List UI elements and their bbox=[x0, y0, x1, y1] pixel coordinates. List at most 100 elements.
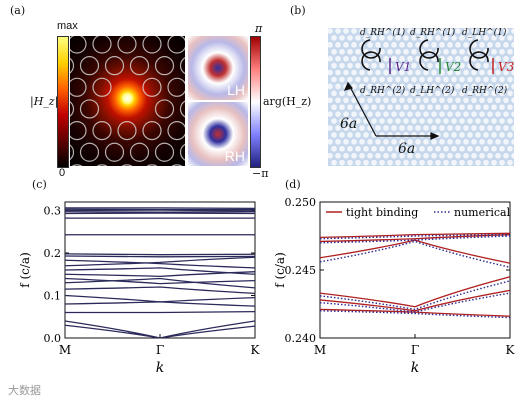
lattice-hole bbox=[403, 62, 409, 69]
dimension-label-1: 6a bbox=[340, 116, 358, 132]
lattice-hole bbox=[503, 28, 509, 34]
air-hole bbox=[79, 56, 100, 76]
x-axis-label: k bbox=[411, 360, 419, 376]
lattice-hole bbox=[359, 83, 365, 90]
lattice-hole bbox=[507, 145, 513, 152]
lattice-hole bbox=[367, 69, 373, 76]
lattice-hole bbox=[339, 90, 345, 97]
lattice-hole bbox=[379, 62, 385, 69]
lattice-hole bbox=[463, 97, 469, 104]
phase-axis-label: arg(H_z) bbox=[263, 95, 312, 108]
air-hole bbox=[71, 164, 83, 166]
lattice-hole bbox=[507, 76, 513, 83]
lattice-hole bbox=[507, 104, 513, 111]
lattice-hole bbox=[507, 48, 513, 55]
lattice-hole bbox=[363, 76, 369, 83]
lattice-hole bbox=[407, 111, 413, 117]
lattice-hole bbox=[375, 42, 381, 48]
lattice-hole bbox=[427, 62, 433, 69]
lattice-hole bbox=[447, 97, 453, 104]
lattice-hole bbox=[371, 132, 377, 138]
lattice-hole bbox=[415, 111, 421, 117]
lattice-hole bbox=[487, 83, 493, 90]
lattice-hole bbox=[503, 139, 509, 145]
lattice-hole bbox=[399, 125, 405, 131]
lattice-hole bbox=[455, 139, 461, 145]
lattice-hole bbox=[375, 111, 381, 117]
lattice-hole bbox=[375, 97, 381, 104]
lattice-hole bbox=[475, 76, 481, 83]
numerical-band bbox=[320, 310, 510, 319]
lattice-hole bbox=[363, 159, 369, 166]
lattice-hole bbox=[503, 42, 509, 48]
lattice-hole bbox=[447, 28, 453, 34]
lattice-hole bbox=[347, 159, 353, 166]
lattice-hole bbox=[495, 125, 501, 131]
lattice-hole bbox=[328, 125, 333, 131]
lattice-hole bbox=[355, 35, 361, 41]
lattice-hole bbox=[495, 111, 501, 117]
lattice-hole bbox=[511, 83, 514, 90]
lattice-hole bbox=[443, 76, 449, 83]
lattice-hole bbox=[407, 97, 413, 104]
lattice-hole bbox=[347, 118, 353, 124]
lattice-hole bbox=[507, 132, 513, 138]
lattice-hole bbox=[451, 35, 457, 41]
lattice-hole bbox=[379, 118, 385, 124]
lattice-hole bbox=[431, 42, 437, 48]
lattice-hole bbox=[467, 35, 473, 41]
lattice-hole bbox=[331, 48, 337, 55]
lattice-hole bbox=[335, 139, 341, 145]
lattice-hole bbox=[363, 145, 369, 152]
band-line bbox=[65, 253, 255, 256]
lattice-hole bbox=[363, 104, 369, 111]
air-hole bbox=[179, 143, 185, 161]
lattice-hole bbox=[495, 42, 501, 48]
lattice-hole bbox=[455, 111, 461, 117]
air-hole bbox=[142, 36, 162, 54]
lattice-hole bbox=[379, 35, 385, 41]
lattice-hole bbox=[475, 35, 481, 41]
air-hole bbox=[142, 77, 162, 97]
lattice-hole bbox=[483, 35, 489, 41]
lattice-hole bbox=[447, 83, 453, 90]
lattice-hole bbox=[455, 125, 461, 131]
tight-binding-band bbox=[320, 233, 510, 243]
coupling-v1: V1 bbox=[395, 60, 412, 74]
lattice-hole bbox=[375, 69, 381, 76]
lattice-hole bbox=[491, 159, 497, 166]
site-label-top-2: d_RH^(1) bbox=[410, 28, 456, 38]
lattice-hole bbox=[411, 48, 417, 55]
lattice-hole bbox=[475, 90, 481, 97]
lattice-hole bbox=[511, 125, 514, 131]
lattice-hole bbox=[355, 132, 361, 138]
lattice-hole bbox=[491, 90, 497, 97]
lattice-hole bbox=[503, 97, 509, 104]
lattice-hole bbox=[351, 42, 357, 48]
air-hole bbox=[129, 56, 150, 76]
lattice-hole bbox=[355, 48, 361, 55]
lattice-hole bbox=[403, 90, 409, 97]
lattice-hole bbox=[407, 42, 413, 48]
lattice-hole bbox=[335, 97, 341, 104]
lattice-hole bbox=[439, 28, 445, 34]
lattice-hole bbox=[331, 118, 337, 124]
lattice-hole bbox=[483, 145, 489, 152]
lattice-hole bbox=[439, 42, 445, 48]
lattice-hole bbox=[511, 28, 514, 34]
lattice-hole bbox=[479, 125, 485, 131]
lattice-hole bbox=[431, 139, 437, 145]
lattice-hole bbox=[391, 152, 397, 159]
lattice-hole bbox=[367, 28, 373, 34]
lattice-hole bbox=[487, 28, 493, 34]
air-hole bbox=[142, 120, 162, 141]
lattice-hole bbox=[407, 55, 413, 62]
tight-binding-band bbox=[320, 276, 510, 308]
y-axis-label: f (c/a) bbox=[273, 252, 287, 288]
lattice-hole bbox=[499, 159, 505, 166]
lattice-hole bbox=[491, 132, 497, 138]
site-label-bottom-1: d_RH^(2) bbox=[360, 86, 406, 96]
lattice-hole bbox=[431, 97, 437, 104]
lattice-hole bbox=[443, 118, 449, 124]
tight-binding-band bbox=[320, 239, 510, 264]
